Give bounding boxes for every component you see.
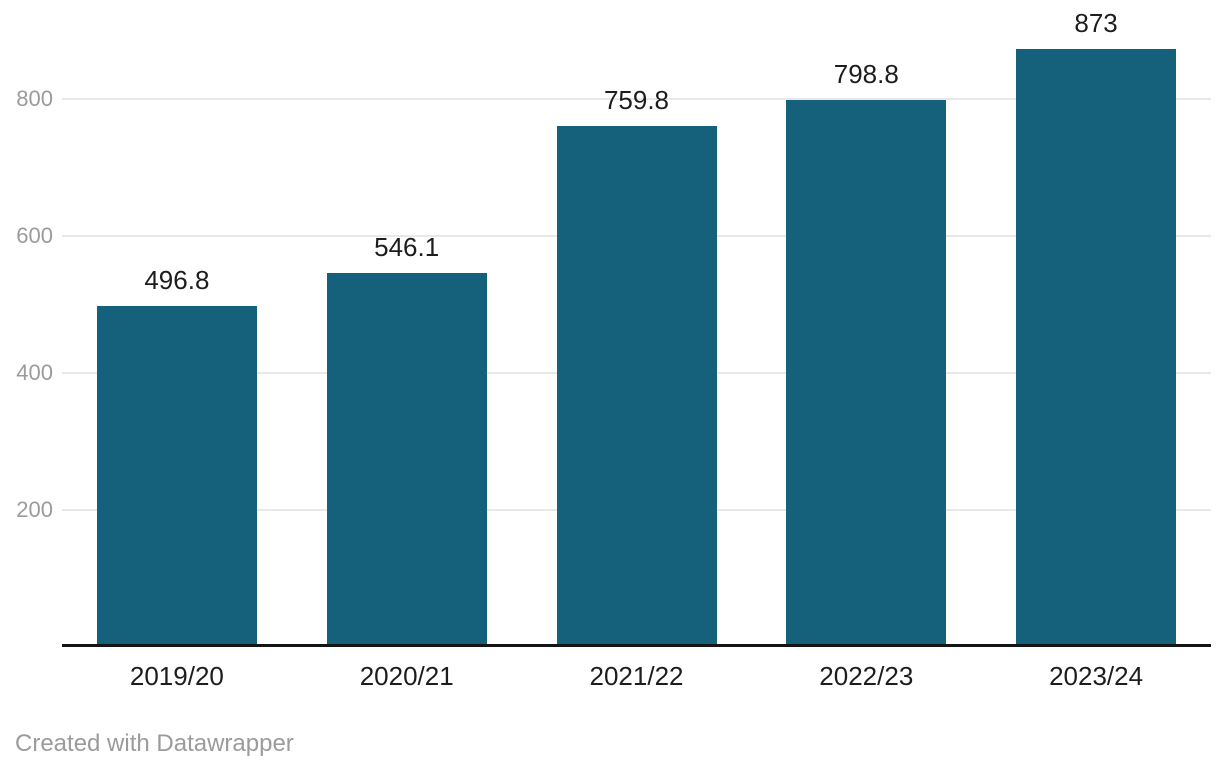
bar-2022/23: [786, 99, 947, 647]
bar-value-label: 798.8: [833, 58, 899, 89]
x-tick-label: 2023/24: [1049, 661, 1144, 691]
x-tick-label: 2021/22: [589, 661, 684, 691]
bar-value-label: 546.1: [374, 231, 440, 262]
bar-2020/21: [326, 272, 487, 647]
bar-value-label: 873: [1074, 7, 1118, 38]
bar-2023/24: [1016, 48, 1177, 647]
bar-2021/22: [556, 126, 717, 647]
bar-value-label: 759.8: [603, 85, 670, 116]
y-tick-label: 400: [16, 359, 53, 385]
y-tick-label: 600: [16, 222, 53, 248]
y-tick-label: 800: [16, 85, 53, 111]
x-tick-label: 2020/21: [359, 661, 454, 691]
datawrapper-credit-link[interactable]: Created with Datawrapper: [15, 730, 294, 757]
x-axis-line: [62, 644, 1211, 647]
y-tick-label: 200: [16, 496, 53, 522]
x-tick-label: 2019/20: [129, 661, 224, 691]
gridline-800: [62, 97, 1211, 100]
x-tick-label: 2022/23: [819, 661, 914, 691]
bar-2019/20: [96, 306, 257, 647]
bar-value-label: 496.8: [144, 265, 210, 296]
